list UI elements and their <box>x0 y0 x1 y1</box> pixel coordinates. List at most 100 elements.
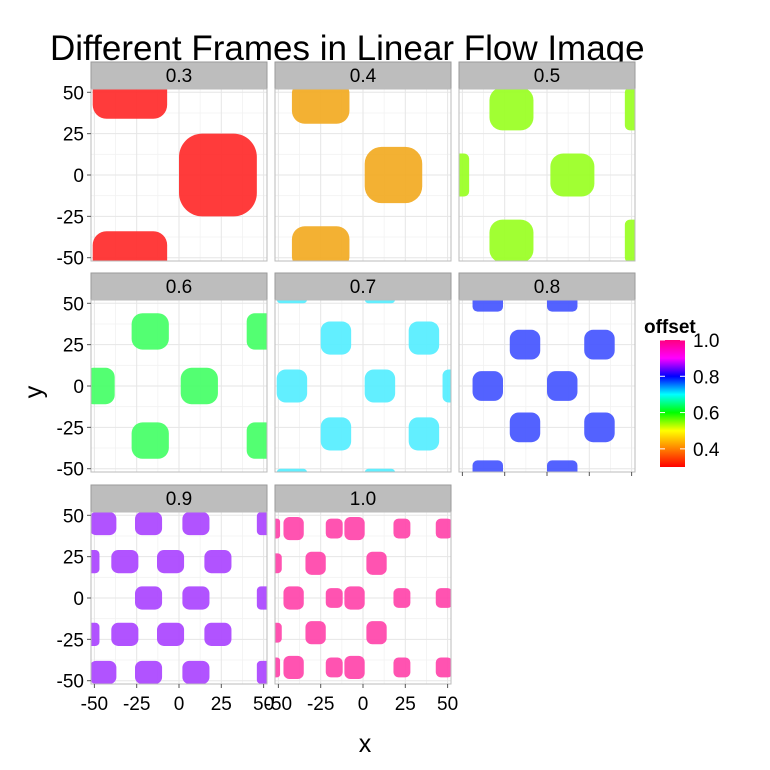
blob-0.8-1 <box>547 371 578 401</box>
legend-colorbar <box>660 340 685 467</box>
blob-layer <box>91 313 267 459</box>
blob-0.9-8 <box>111 622 139 646</box>
y-tick-label: -50 <box>57 249 84 270</box>
strip-1.0 <box>274 484 452 513</box>
blob-0.8-7 <box>547 300 578 312</box>
x-tick-label: 25 <box>395 694 416 715</box>
blob-0.8-3 <box>472 371 503 401</box>
blob-1.0-13 <box>393 588 411 608</box>
blob-0.7-8 <box>276 468 308 472</box>
blob-0.8-5 <box>584 412 615 443</box>
blob-0.7-3 <box>276 369 308 403</box>
x-tick-label: 50 <box>253 694 274 715</box>
strip-0.9 <box>90 484 268 513</box>
strip-0.3 <box>90 61 268 90</box>
x-axis-title: x <box>359 730 372 758</box>
blob-0.7-6 <box>276 300 308 304</box>
blob-1.0-16 <box>275 553 282 574</box>
blob-0.4-2 <box>291 226 350 261</box>
blob-1.0-9 <box>283 655 304 680</box>
blob-0.9-12 <box>182 660 210 684</box>
legend-label: 1.0 <box>693 331 719 352</box>
blob-1.0-0 <box>344 516 365 541</box>
blob-0.5-2 <box>489 219 534 261</box>
blob-0.9-2 <box>135 512 163 536</box>
y-tick-label: 50 <box>63 506 84 527</box>
blob-0.6-5 <box>246 422 267 459</box>
blob-0.9-1 <box>91 512 117 536</box>
x-tick-label: -25 <box>123 694 150 715</box>
blob-1.0-22 <box>275 657 281 678</box>
blob-0.6-0 <box>131 313 169 350</box>
strip-label-0.4: 0.4 <box>350 66 377 87</box>
strip-label-0.3: 0.3 <box>166 66 192 87</box>
blob-0.8-0 <box>509 329 541 360</box>
legend-title: offset <box>644 317 696 338</box>
y-axis-title: y <box>20 385 48 398</box>
y-tick-label: 0 <box>73 377 84 398</box>
blob-layer <box>276 300 451 472</box>
y-tick-label: 25 <box>63 336 84 357</box>
blob-1.0-8 <box>344 655 365 680</box>
panel-border <box>274 88 452 262</box>
strip-0.7 <box>274 272 452 301</box>
blob-0.6-2 <box>131 422 169 459</box>
blob-0.9-13 <box>91 660 117 684</box>
blob-0.6-4 <box>246 313 267 350</box>
blob-0.5-0 <box>489 89 534 131</box>
blob-0.9-18 <box>256 660 267 684</box>
blob-layer <box>91 512 267 684</box>
panel-0.8: 0.8 <box>458 272 636 476</box>
blob-1.0-20 <box>435 657 451 678</box>
blob-1.0-10 <box>325 518 343 539</box>
panel-0.6: 0.6 -50 -25 0 25 50 <box>57 272 268 481</box>
blob-1.0-7 <box>366 621 387 645</box>
blob-0.5-5 <box>624 219 635 261</box>
x-tick-label: 25 <box>211 694 232 715</box>
blob-0.9-15 <box>91 550 100 574</box>
blob-1.0-15 <box>393 657 411 678</box>
blob-0.7-9 <box>364 468 396 472</box>
blob-1.0-18 <box>435 518 451 539</box>
blob-1.0-5 <box>283 586 304 610</box>
y-tick-label: 50 <box>63 294 84 315</box>
blob-1.0-1 <box>283 516 304 541</box>
blob-0.7-1 <box>364 369 396 403</box>
strip-0.4 <box>274 61 452 90</box>
strip-label-0.7: 0.7 <box>350 277 376 298</box>
y-tick-label: -25 <box>57 630 84 651</box>
blob-0.9-11 <box>135 660 163 684</box>
blob-0.7-4 <box>408 321 440 355</box>
panel-border <box>458 88 636 262</box>
blob-0.9-14 <box>256 512 267 536</box>
blob-0.9-6 <box>135 586 163 610</box>
panel-0.9: 0.9 -50 -25 0 25 50 -50 -25 0 25 50 <box>57 484 274 715</box>
blob-0.5-3 <box>624 89 635 131</box>
panel-1.0: 1.0 -50 -25 0 25 50 <box>265 484 458 715</box>
blob-0.9-0 <box>182 512 210 536</box>
x-tick-label: -50 <box>81 694 108 715</box>
blob-0.3-2 <box>92 231 168 261</box>
blob-0.4-1 <box>364 146 423 204</box>
blob-0.8-4 <box>584 329 615 360</box>
blob-1.0-4 <box>344 586 365 610</box>
y-tick-label: -25 <box>57 207 84 228</box>
panel-grid: 0.3 -50 -25 0 25 50 0.4 0.5 0.6 -50 -25 0 25 50 0.7 0.8… <box>57 61 636 715</box>
strip-label-0.5: 0.5 <box>534 66 560 87</box>
legend-label: 0.4 <box>693 440 720 461</box>
blob-0.6-1 <box>180 367 218 405</box>
blob-0.8-2 <box>509 412 541 443</box>
y-tick-label: -50 <box>57 672 84 693</box>
x-tick-label: -25 <box>307 694 334 715</box>
blob-0.9-3 <box>111 550 139 574</box>
blob-0.4-0 <box>291 89 350 124</box>
x-tick-label: 0 <box>358 694 369 715</box>
y-tick-label: 0 <box>73 166 84 187</box>
panel-border <box>274 299 452 473</box>
blob-0.7-5 <box>408 417 440 451</box>
strip-label-0.8: 0.8 <box>534 277 560 298</box>
blob-layer <box>275 516 451 680</box>
blob-1.0-6 <box>305 621 326 645</box>
strip-0.8 <box>458 272 636 301</box>
